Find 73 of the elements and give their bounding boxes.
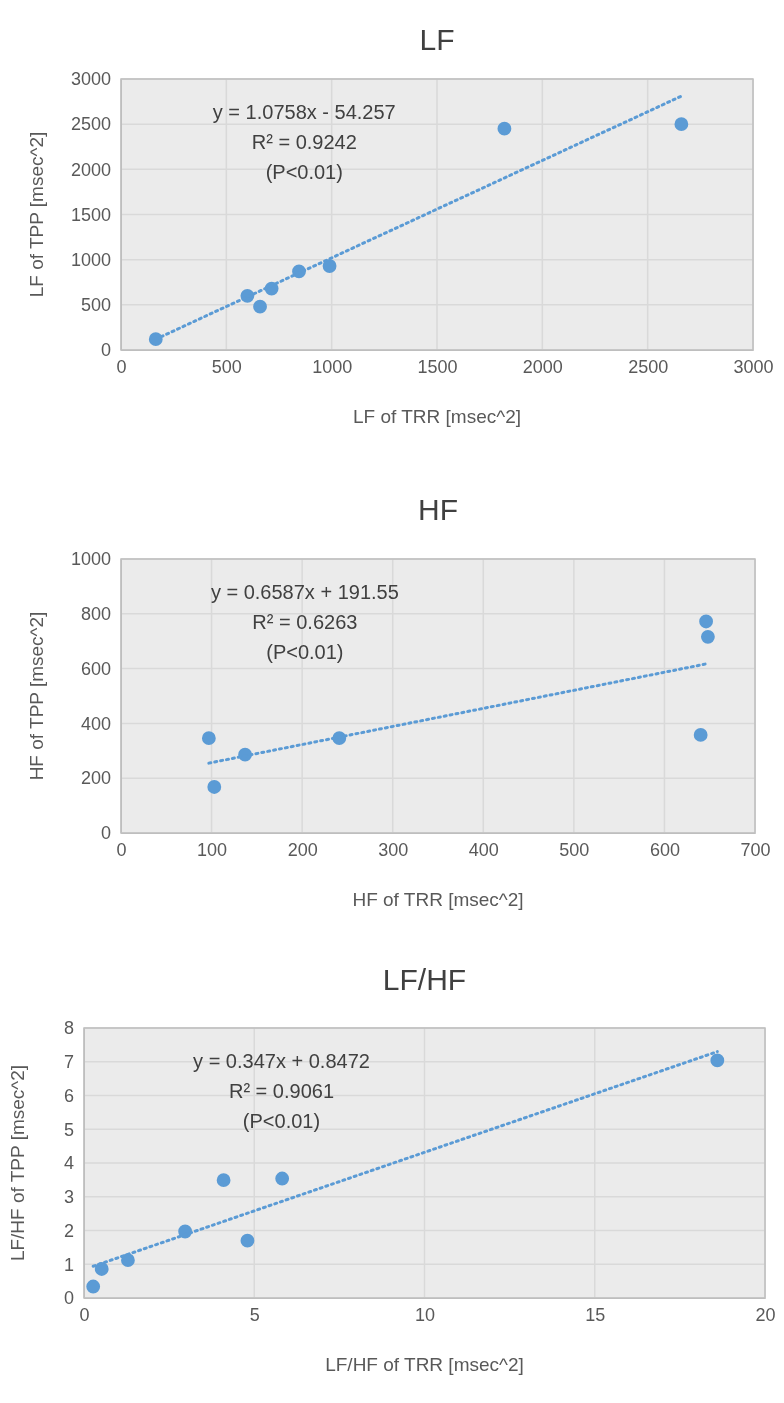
x-tick-label: 1500 bbox=[417, 356, 458, 377]
x-tick-label: 2500 bbox=[628, 356, 669, 377]
y-tick-label: 0 bbox=[100, 340, 111, 361]
chart-title: LF/HF bbox=[382, 963, 467, 996]
chart-title: LF bbox=[419, 23, 455, 56]
y-tick-label: 8 bbox=[63, 1018, 74, 1039]
x-tick-label: 300 bbox=[378, 839, 409, 860]
y-tick-label: 2000 bbox=[70, 159, 111, 180]
y-tick-label: 500 bbox=[80, 295, 111, 316]
y-tick-label: 3000 bbox=[70, 69, 111, 90]
point bbox=[700, 629, 715, 644]
point bbox=[201, 731, 216, 746]
y-tick-label: 7 bbox=[63, 1052, 74, 1073]
x-axis-title: HF of TRR [msec^2] bbox=[352, 889, 524, 910]
x-tick-label: 500 bbox=[211, 356, 242, 377]
x-tick-label: 200 bbox=[287, 839, 318, 860]
x-tick-label: 5 bbox=[249, 1304, 260, 1325]
y-tick-label: 5 bbox=[63, 1119, 74, 1140]
point bbox=[674, 117, 689, 132]
annotation: (P<0.01) bbox=[266, 641, 344, 663]
y-axis-title: LF of TPP [msec^2] bbox=[26, 131, 47, 298]
point bbox=[240, 1233, 255, 1248]
y-tick-label: 1500 bbox=[70, 204, 111, 225]
point bbox=[699, 614, 713, 629]
y-tick-label: 4 bbox=[63, 1153, 74, 1174]
x-tick-label: 700 bbox=[740, 839, 771, 860]
x-tick-label: 10 bbox=[414, 1304, 436, 1325]
point bbox=[497, 121, 512, 136]
x-axis-title: LF of TRR [msec^2] bbox=[353, 406, 521, 427]
chart-title: HF bbox=[418, 493, 458, 526]
annotation: y = 1.0758x - 54.257 bbox=[212, 101, 396, 123]
x-tick-label: 15 bbox=[585, 1304, 606, 1325]
annotation: R² = 0.9061 bbox=[228, 1080, 335, 1102]
x-tick-label: 100 bbox=[197, 839, 228, 860]
annotation: R² = 0.6263 bbox=[252, 611, 358, 633]
x-tick-label: 20 bbox=[755, 1304, 776, 1325]
point bbox=[86, 1279, 101, 1294]
point bbox=[207, 780, 222, 794]
x-tick-label: 500 bbox=[559, 839, 590, 860]
y-tick-label: 200 bbox=[80, 768, 111, 789]
annotation: R² = 0.9242 bbox=[251, 131, 357, 153]
y-tick-label: 400 bbox=[80, 713, 111, 734]
annotation: (P<0.01) bbox=[265, 161, 343, 183]
x-axis-title: LF/HF of TRR [msec^2] bbox=[325, 1354, 524, 1375]
point bbox=[275, 1171, 290, 1186]
y-tick-label: 6 bbox=[63, 1085, 74, 1106]
y-tick-label: 3 bbox=[63, 1187, 74, 1208]
y-tick-label: 1 bbox=[63, 1254, 74, 1275]
annotation: (P<0.01) bbox=[242, 1110, 321, 1132]
x-tick-label: 0 bbox=[116, 356, 127, 377]
x-tick-label: 3000 bbox=[733, 356, 774, 377]
x-tick-label: 400 bbox=[468, 839, 499, 860]
y-tick-label: 1000 bbox=[70, 549, 111, 570]
y-tick-label: 0 bbox=[63, 1288, 74, 1309]
point bbox=[710, 1053, 725, 1068]
annotation: y = 0.6587x + 191.55 bbox=[210, 581, 399, 603]
y-axis-title: LF/HF of TPP [msec^2] bbox=[7, 1064, 28, 1262]
y-tick-label: 2 bbox=[63, 1220, 74, 1241]
x-tick-label: 0 bbox=[116, 839, 127, 860]
y-axis-title: HF of TPP [msec^2] bbox=[26, 611, 47, 781]
point bbox=[693, 728, 708, 742]
point bbox=[322, 259, 337, 273]
x-tick-label: 2000 bbox=[522, 356, 563, 377]
y-tick-label: 1000 bbox=[70, 249, 111, 270]
annotation: y = 0.347x + 0.8472 bbox=[193, 1050, 370, 1072]
x-tick-label: 600 bbox=[649, 839, 680, 860]
y-tick-label: 800 bbox=[80, 604, 111, 625]
y-tick-label: 2500 bbox=[70, 114, 111, 135]
point bbox=[253, 299, 267, 314]
y-tick-label: 600 bbox=[80, 658, 111, 679]
point bbox=[216, 1173, 231, 1188]
y-tick-label: 0 bbox=[100, 823, 111, 844]
x-tick-label: 1000 bbox=[312, 356, 353, 377]
